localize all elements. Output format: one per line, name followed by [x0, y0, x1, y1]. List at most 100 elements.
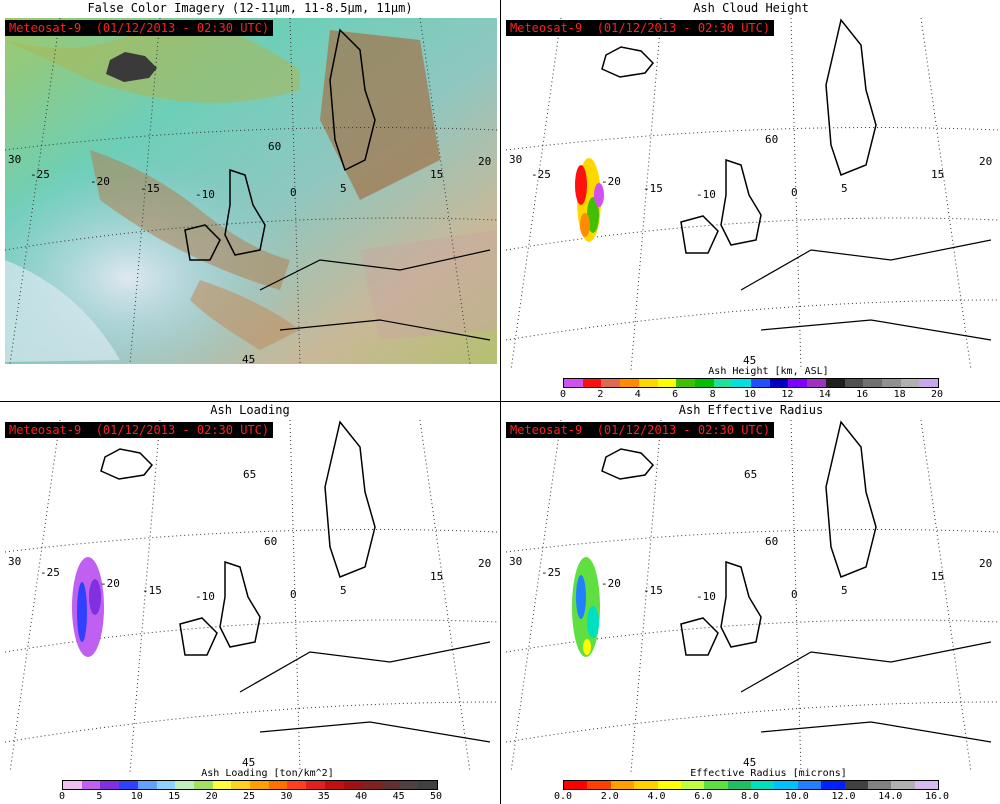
colorbar-tick-label: 12.0: [831, 791, 856, 802]
colorbar-tick-label: 10: [130, 791, 143, 802]
colorbar-swatch: [362, 781, 381, 789]
colorbar-swatch: [825, 379, 845, 387]
lon-label-0: 0: [791, 186, 798, 199]
colorbar-swatch: [727, 781, 751, 789]
lat-label-60: 60: [264, 535, 277, 548]
colorbar-swatch: [268, 781, 288, 789]
colorbar-swatch: [657, 379, 677, 387]
colorbar-tick-label: 15: [168, 791, 181, 802]
colorbar-tick-label: 10: [743, 389, 757, 400]
colorbar-tick-label: 14.0: [878, 791, 903, 802]
lon-label-m15: -15: [643, 584, 663, 597]
panel-title: Ash Effective Radius: [678, 403, 824, 417]
lon-label-m20: -20: [90, 175, 110, 188]
colorbar-tick-label: 25: [242, 791, 256, 802]
colorbar-swatch: [306, 781, 325, 789]
lat-label-60: 60: [765, 133, 778, 146]
lat-label-20: 20: [478, 155, 491, 168]
ash-radius-map[interactable]: 30 -25 -20 -15 -10 0 5 15 20 60 65 45: [501, 402, 1000, 804]
colorbar-swatch: [844, 379, 864, 387]
colorbar-swatch: [119, 781, 138, 789]
lat-label-20: 20: [979, 155, 992, 168]
lon-label-m20: -20: [601, 175, 621, 188]
colorbar-tick-label: 5: [96, 791, 103, 802]
colorbar-tick-label: 14: [818, 389, 831, 400]
colorbar-swatch: [769, 379, 789, 387]
horizontal-divider: [0, 401, 1000, 402]
ash-radius-panel: Ash Effective Radius 30 -25 -20 -15 -10 …: [501, 402, 1000, 804]
lon-label-m10: -10: [195, 590, 215, 603]
colorbar-tick-label: 40: [355, 791, 368, 802]
lat-label-30: 30: [8, 153, 21, 166]
ash-loading-colorbar: [62, 780, 438, 790]
lat-label-45: 45: [743, 354, 756, 367]
lon-label-0: 0: [290, 186, 297, 199]
colorbar-swatch: [137, 781, 157, 789]
ash-loading-map[interactable]: 30 -25 -20 -15 -10 0 5 15 20 60 65 45: [0, 402, 500, 804]
colorbar-swatch: [807, 379, 826, 387]
lat-label-30: 30: [509, 555, 522, 568]
vertical-divider: [500, 0, 501, 804]
colorbar-swatch: [797, 781, 822, 789]
colorbar-swatch: [418, 781, 438, 789]
colorbar-tick-label: 4: [634, 389, 641, 400]
lat-label-45: 45: [242, 756, 255, 769]
colorbar-tick-label: 6: [672, 389, 679, 400]
satellite-badge: Meteosat-9 (01/12/2013 - 02:30 UTC): [5, 422, 274, 438]
colorbar-swatch: [891, 781, 915, 789]
lon-label-0: 0: [290, 588, 297, 601]
colorbar-swatch: [564, 781, 588, 789]
colorbar-swatch: [844, 781, 868, 789]
ash-height-map[interactable]: 30 -25 -20 -15 -10 0 5 15 20 60 45: [501, 0, 1000, 402]
lon-label-5: 5: [841, 584, 848, 597]
lon-label-m25: -25: [40, 566, 60, 579]
colorbar-swatch: [680, 781, 705, 789]
colorbar-swatch: [231, 781, 251, 789]
lon-label-15: 15: [430, 168, 443, 181]
lon-label-m25: -25: [541, 566, 561, 579]
colorbar-tick-label: 16.0: [924, 791, 950, 802]
colorbar-swatch: [867, 781, 892, 789]
lon-label-m20: -20: [601, 577, 621, 590]
colorbar-tick-label: 0: [58, 791, 66, 802]
ash-height-panel: Ash Cloud Height 30 -25 -20 -15 -10 0 5 …: [501, 0, 1000, 402]
colorbar-swatch: [564, 379, 583, 387]
colorbar-swatch: [399, 781, 419, 789]
colorbar-swatch: [638, 379, 658, 387]
colorbar-tick-label: 8.0: [740, 791, 760, 802]
colorbar-swatch: [324, 781, 344, 789]
colorbar-tick-label: 4.0: [647, 791, 666, 802]
colorbar-swatch: [156, 781, 176, 789]
colorbar-swatch: [175, 781, 194, 789]
lat-label-20: 20: [478, 557, 491, 570]
colorbar-tick-label: 18: [893, 389, 906, 400]
colorbar-swatch: [100, 781, 120, 789]
colorbar-tick-label: 2: [597, 389, 604, 400]
colorbar-swatch: [620, 379, 639, 387]
colorbar-swatch: [774, 781, 798, 789]
panel-title: False Color Imagery (12-11µm, 11-8.5µm, …: [87, 1, 413, 15]
colorbar-swatch: [704, 781, 728, 789]
false-color-map[interactable]: 30 -25 -20 -15 -10 0 5 15 20 60 45: [0, 0, 500, 402]
colorbar-swatch: [881, 379, 901, 387]
panel-title: Ash Loading: [210, 403, 290, 417]
ash-height-colorbar: [563, 378, 939, 388]
colorbar-swatch: [919, 379, 939, 387]
colorbar-swatch: [751, 379, 770, 387]
lon-label-5: 5: [340, 182, 347, 195]
colorbar-tick-label: 20: [205, 791, 218, 802]
colorbar-tick-label: 20: [930, 389, 944, 400]
colorbar-swatch: [676, 379, 695, 387]
lon-label-m25: -25: [531, 168, 551, 181]
lat-label-45: 45: [242, 353, 255, 366]
lon-label-0: 0: [791, 588, 798, 601]
lat-label-65: 65: [243, 468, 256, 481]
colorbar-ticks: 0 2 4 6 8 10 12 14 16 18 20: [560, 389, 943, 401]
colorbar-swatch: [193, 781, 213, 789]
lon-label-m25: -25: [30, 168, 50, 181]
colorbar-tick-label: 0.0: [553, 791, 573, 802]
lon-label-15: 15: [931, 570, 944, 583]
colorbar-swatch: [863, 379, 882, 387]
satellite-badge: Meteosat-9 (01/12/2013 - 02:30 UTC): [5, 20, 274, 36]
lon-label-m10: -10: [195, 188, 215, 201]
